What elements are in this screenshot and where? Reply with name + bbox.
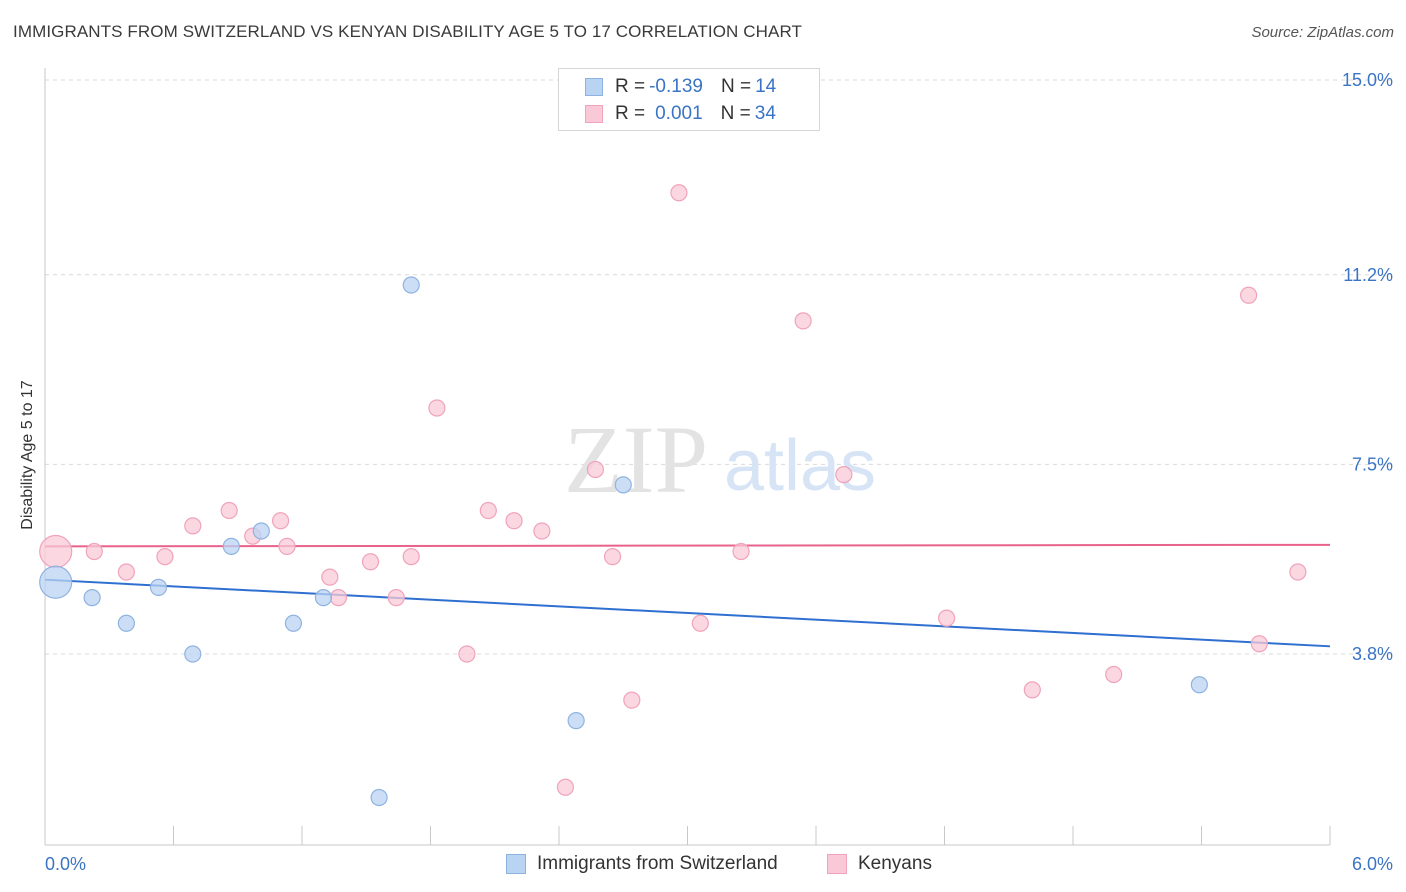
axes — [44, 68, 1331, 846]
y-tick-label: 15.0% — [1342, 70, 1393, 90]
series-legend-switzerland: Immigrants from Switzerland — [506, 852, 778, 876]
point-kenyans — [387, 589, 405, 607]
point-kenyans — [85, 542, 103, 561]
legend-n-label: N = — [720, 76, 752, 97]
source-label: Source: ZipAtlas.com — [1251, 24, 1394, 41]
series-legend-kenyans: Kenyans — [827, 852, 932, 876]
legend-n-value: 34 — [754, 103, 776, 124]
point-kenyans — [271, 512, 290, 530]
point-kenyans — [623, 691, 641, 709]
tick-labels: 3.8% 7.5% 11.2% 15.0% 0.0% 6.0% — [45, 70, 1393, 874]
point-kenyans — [670, 184, 688, 202]
trend-lines — [44, 543, 1331, 648]
point-switzerland — [614, 476, 632, 494]
point-kenyans — [428, 399, 446, 417]
point-kenyans — [505, 512, 523, 530]
point-switzerland — [284, 614, 303, 632]
point-kenyans — [402, 548, 420, 566]
y-axis-label: Disability Age 5 to 17 — [19, 380, 36, 530]
point-switzerland — [83, 589, 101, 607]
point-kenyans — [39, 534, 73, 569]
legend-n-value: 14 — [755, 76, 777, 97]
point-kenyans — [835, 466, 853, 484]
series-swatch-blue — [506, 854, 526, 874]
point-kenyans — [1250, 635, 1268, 653]
data-points — [39, 184, 1307, 807]
point-kenyans — [321, 568, 339, 586]
series-name-kenyans: Kenyans — [858, 853, 932, 874]
point-kenyans — [361, 553, 380, 571]
point-kenyans — [1289, 563, 1307, 581]
point-switzerland — [39, 565, 73, 599]
legend-swatch-pink — [585, 105, 603, 123]
point-kenyans — [1105, 665, 1123, 684]
point-kenyans — [732, 542, 750, 561]
point-kenyans — [586, 460, 605, 479]
legend-swatch-blue — [585, 78, 603, 96]
watermark: ZIP atlas — [564, 406, 876, 513]
point-switzerland — [252, 522, 270, 540]
point-kenyans — [1240, 286, 1258, 304]
chart-title: IMMIGRANTS FROM SWITZERLAND VS KENYAN DI… — [13, 22, 803, 41]
point-kenyans — [533, 522, 551, 540]
point-switzerland — [1190, 676, 1208, 694]
y-tick-label: 11.2% — [1343, 265, 1393, 285]
point-kenyans — [556, 778, 575, 796]
correlation-legend: R = -0.139 N = 14 R = 0.001 N = 34 — [558, 68, 820, 131]
trend-line-kenyans — [44, 543, 1331, 548]
trend-line-switzerland — [44, 578, 1331, 648]
watermark-atlas: atlas — [724, 426, 876, 506]
point-switzerland — [149, 578, 168, 596]
point-switzerland — [370, 788, 388, 807]
y-tick-label: 3.8% — [1352, 644, 1393, 664]
x-tick-label: 0.0% — [45, 854, 86, 874]
point-switzerland — [184, 645, 202, 663]
point-kenyans — [156, 548, 174, 566]
series-name-switzerland: Immigrants from Switzerland — [537, 853, 778, 874]
y-tick-label: 7.5% — [1352, 454, 1393, 474]
point-switzerland — [402, 276, 420, 294]
legend-row-kenyans: R = 0.001 N = 34 — [585, 102, 776, 126]
point-kenyans — [603, 548, 622, 566]
point-kenyans — [938, 609, 956, 627]
point-kenyans — [458, 645, 476, 663]
legend-row-switzerland: R = -0.139 N = 14 — [585, 75, 776, 99]
x-tick-label: 6.0% — [1352, 854, 1393, 874]
point-kenyans — [794, 312, 812, 330]
point-kenyans — [117, 563, 135, 581]
point-kenyans — [1023, 681, 1041, 699]
point-switzerland — [567, 712, 585, 730]
legend-r-label: R = — [615, 103, 646, 124]
series-swatch-pink — [827, 854, 847, 874]
legend-r-value: -0.139 — [649, 76, 703, 97]
point-kenyans — [184, 517, 202, 535]
legend-r-value: 0.001 — [655, 103, 703, 124]
point-switzerland — [314, 589, 333, 607]
point-kenyans — [220, 501, 238, 520]
point-kenyans — [479, 501, 497, 520]
point-kenyans — [278, 537, 296, 555]
legend-r-label: R = — [615, 76, 646, 97]
gridlines — [45, 79, 1392, 655]
point-switzerland — [117, 614, 135, 632]
legend-n-label: N = — [720, 103, 751, 124]
point-kenyans — [329, 589, 348, 607]
point-kenyans — [691, 614, 709, 632]
watermark-zip: ZIP — [564, 406, 708, 513]
point-switzerland — [222, 537, 240, 555]
